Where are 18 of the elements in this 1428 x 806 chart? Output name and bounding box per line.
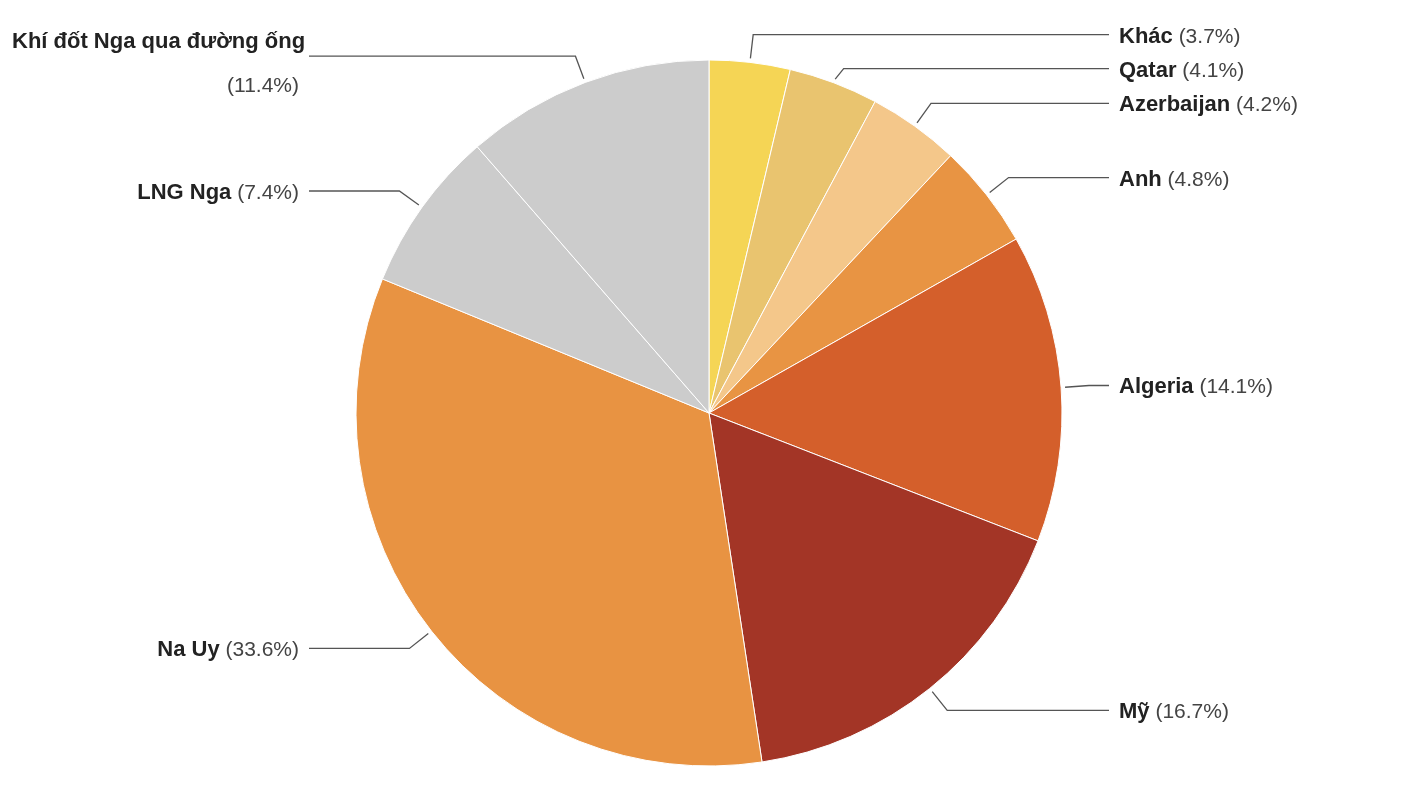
slice-label: Algeria bbox=[1119, 373, 1195, 399]
data-label: (14.1%) bbox=[1193, 374, 1273, 398]
data-label: (3.7%) bbox=[1172, 23, 1241, 47]
slice-label: Qatar bbox=[1119, 56, 1177, 82]
data-label: (11.4%) bbox=[227, 73, 299, 97]
data-label: (4.8%) bbox=[1161, 166, 1230, 190]
data-label: (16.7%) bbox=[1149, 699, 1229, 723]
data-label: (4.1%) bbox=[1176, 57, 1245, 81]
slice-label: Anh bbox=[1119, 165, 1162, 191]
slice-label: Mỹ bbox=[1119, 698, 1151, 724]
slice-label: Azerbaijan bbox=[1119, 91, 1231, 117]
slice-label: Khác bbox=[1119, 22, 1173, 48]
slice-label: Na Uy bbox=[157, 636, 221, 662]
data-label: (33.6%) bbox=[219, 637, 299, 661]
slice-label: Khí đốt Nga qua đường ống bbox=[12, 28, 306, 54]
data-label: (7.4%) bbox=[231, 179, 299, 203]
data-label: (4.2%) bbox=[1230, 92, 1298, 116]
slice-label: LNG Nga bbox=[137, 178, 233, 204]
